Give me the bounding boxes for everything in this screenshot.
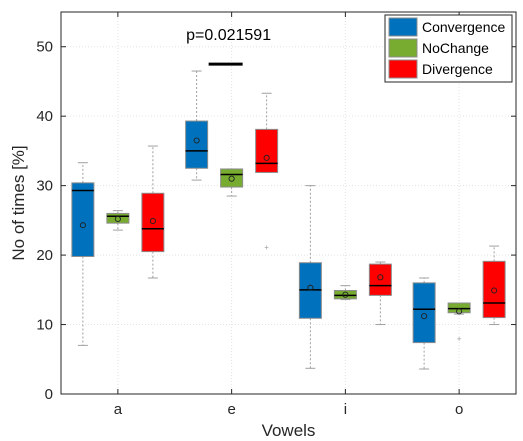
legend-swatch xyxy=(388,59,418,79)
mean-marker xyxy=(342,291,349,298)
x-tick-label: o xyxy=(455,401,463,418)
box-convergence xyxy=(412,282,436,344)
y-tick-label: 0 xyxy=(45,386,53,403)
box-divergence xyxy=(482,260,506,319)
mean-marker xyxy=(491,287,498,294)
legend-swatch xyxy=(388,38,418,58)
outlier-marker: + xyxy=(264,243,269,252)
y-tick-label: 20 xyxy=(36,247,53,264)
box-divergence xyxy=(255,128,279,173)
mean-marker xyxy=(263,154,270,161)
y-tick-label: 10 xyxy=(36,317,53,334)
mean-marker xyxy=(421,313,428,320)
mean-marker xyxy=(149,218,156,225)
y-tick-label: 40 xyxy=(36,108,53,125)
x-tick-label: a xyxy=(114,401,123,418)
legend-swatch xyxy=(388,17,418,37)
x-axis-label: Vowels xyxy=(262,421,316,440)
mean-marker xyxy=(79,222,86,229)
box-nochange xyxy=(106,212,130,224)
legend-label: Convergence xyxy=(422,19,505,35)
axes-frame xyxy=(60,11,517,395)
y-tick-label: 50 xyxy=(36,39,53,56)
legend-label: NoChange xyxy=(422,40,489,56)
box-divergence xyxy=(141,192,165,253)
mean-marker xyxy=(228,175,235,182)
legend-label: Divergence xyxy=(422,61,493,77)
box-convergence xyxy=(185,120,209,169)
mean-marker xyxy=(377,274,384,281)
outlier-marker: + xyxy=(457,334,462,343)
x-tick-label: i xyxy=(344,401,347,418)
y-axis-label: No of times [%] xyxy=(9,145,28,260)
y-tick-label: 30 xyxy=(36,178,53,195)
mean-marker xyxy=(307,284,314,291)
x-tick-label: e xyxy=(227,401,235,418)
mean-marker xyxy=(456,308,463,315)
box-convergence xyxy=(71,182,95,257)
p-value-annotation: p=0.021591 xyxy=(186,27,271,44)
mean-marker xyxy=(114,215,121,223)
mean-marker xyxy=(193,137,200,144)
box-nochange xyxy=(220,168,244,188)
